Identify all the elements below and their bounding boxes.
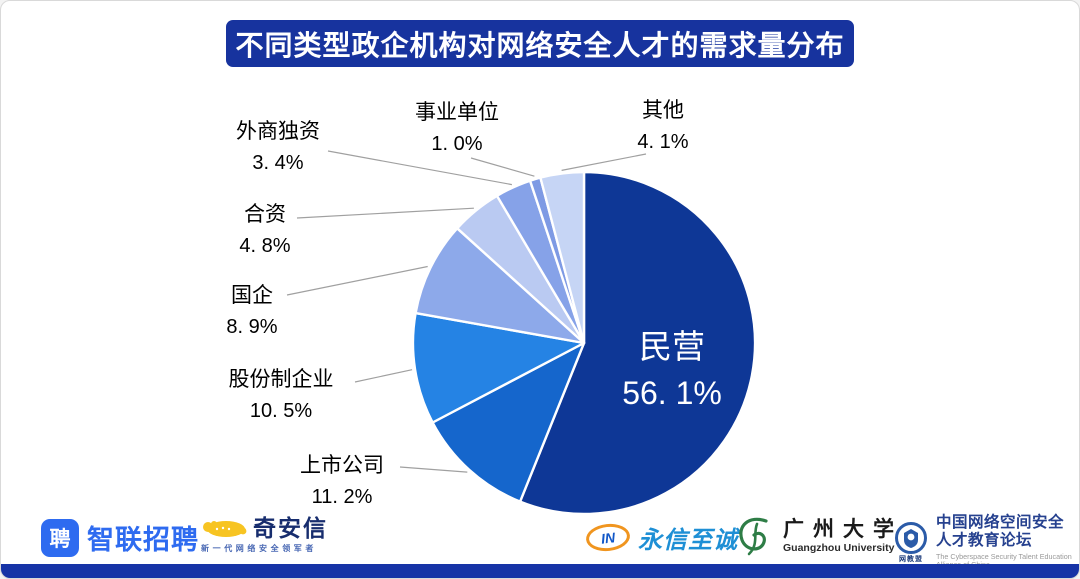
qianxin-dragon-icon — [203, 521, 247, 537]
yongxin-logo-text: 永信至诚 — [638, 527, 738, 554]
pie-label-name: 外商独资 — [236, 119, 320, 143]
yongxin-icon-text: IN — [600, 528, 616, 547]
pie-label-name: 合资 — [244, 202, 286, 226]
leader-line-其他 — [561, 153, 647, 171]
leader-line-外商独资 — [327, 150, 513, 186]
pie-label-pct: 10. 5% — [249, 399, 313, 422]
pie-label-name: 国企 — [231, 283, 273, 307]
guangzhou-university-logo: 广州大学 Guangzhou University — [733, 514, 903, 558]
pie-label-foreign-owned: 外商独资 3. 4% — [236, 116, 320, 178]
zhaopin-icon: 聘 — [41, 518, 79, 557]
leader-line-国企 — [286, 265, 428, 296]
pie-label-name: 事业单位 — [415, 100, 499, 124]
pie-slice-股份制企业 — [411, 311, 586, 424]
chart-title-bar: 不同类型政企机构对网络安全人才的需求量分布 — [226, 20, 854, 67]
pie-label-other: 其他 4. 1% — [637, 95, 688, 157]
pie-slice-民营 — [518, 170, 757, 516]
zhaopin-icon-char: 聘 — [49, 527, 71, 551]
pie-label-state-owned: 国企 8. 9% — [226, 280, 277, 342]
gzhu-logo-subtext: Guangzhou University — [783, 541, 895, 554]
pie-label-pct: 56. 1% — [622, 374, 722, 411]
yongxin-logo: IN 永信至诚 — [584, 520, 738, 555]
pie-label-pct: 1. 0% — [431, 132, 483, 155]
pie-label-listed-company: 上市公司 11. 2% — [300, 450, 384, 512]
pie-label-name: 其他 — [642, 98, 684, 122]
pie-label-pct: 8. 9% — [226, 315, 278, 338]
guangzhou-university-emblem-icon — [739, 517, 768, 556]
alliance-logo-text: 中国网络空间安全人才教育论坛 — [936, 514, 1065, 549]
yongxin-in-icon: IN — [584, 521, 632, 554]
pie-label-private: 民营 56. 1% — [622, 324, 722, 416]
alliance-logo: 网教盟 中国网络空间安全人才教育论坛 The Cyberspace Securi… — [894, 514, 1079, 569]
pie-label-name: 上市公司 — [300, 453, 384, 477]
leader-line-合资 — [296, 207, 474, 219]
bottom-accent-bar — [1, 564, 1079, 578]
pie-label-joint-stock: 股份制企业 10. 5% — [229, 364, 334, 426]
pie-label-pct: 11. 2% — [311, 485, 373, 508]
pie-slice-其他 — [539, 170, 586, 345]
qianxin-logo-text: 奇安信 — [253, 514, 328, 541]
pie-slice-上市公司 — [431, 341, 586, 503]
leader-lines — [286, 150, 647, 473]
alliance-emblem-icon — [895, 521, 927, 554]
sponsor-logos-row: 聘 智联招聘 奇安信 新一代网络安全领军 — [1, 512, 1079, 568]
qianxin-logo: 奇安信 新一代网络安全领军者 — [201, 516, 328, 553]
pie-label-pct: 4. 1% — [637, 130, 689, 153]
alliance-emblem-caption: 网教盟 — [899, 555, 923, 563]
gzhu-logo-text: 广州大学 — [783, 517, 903, 541]
zhaopin-logo: 聘 智联招聘 — [41, 518, 199, 557]
leader-line-股份制企业 — [354, 369, 413, 383]
pie-label-name: 股份制企业 — [228, 367, 334, 391]
pie-label-joint-venture: 合资 4. 8% — [239, 199, 290, 261]
pie-label-name: 民营 — [639, 327, 705, 365]
chart-title: 不同类型政企机构对网络安全人才的需求量分布 — [235, 29, 845, 61]
pie-label-public-institution: 事业单位 1. 0% — [415, 97, 499, 159]
qianxin-tagline: 新一代网络安全领军者 — [201, 544, 317, 553]
pie-slice-国企 — [414, 227, 586, 345]
zhaopin-logo-text: 智联招聘 — [87, 525, 199, 555]
pie-slices — [411, 170, 757, 516]
pie-label-pct: 3. 4% — [252, 151, 304, 174]
leader-line-事业单位 — [470, 157, 535, 177]
pie-label-pct: 4. 8% — [239, 234, 291, 257]
leader-line-上市公司 — [399, 466, 468, 473]
